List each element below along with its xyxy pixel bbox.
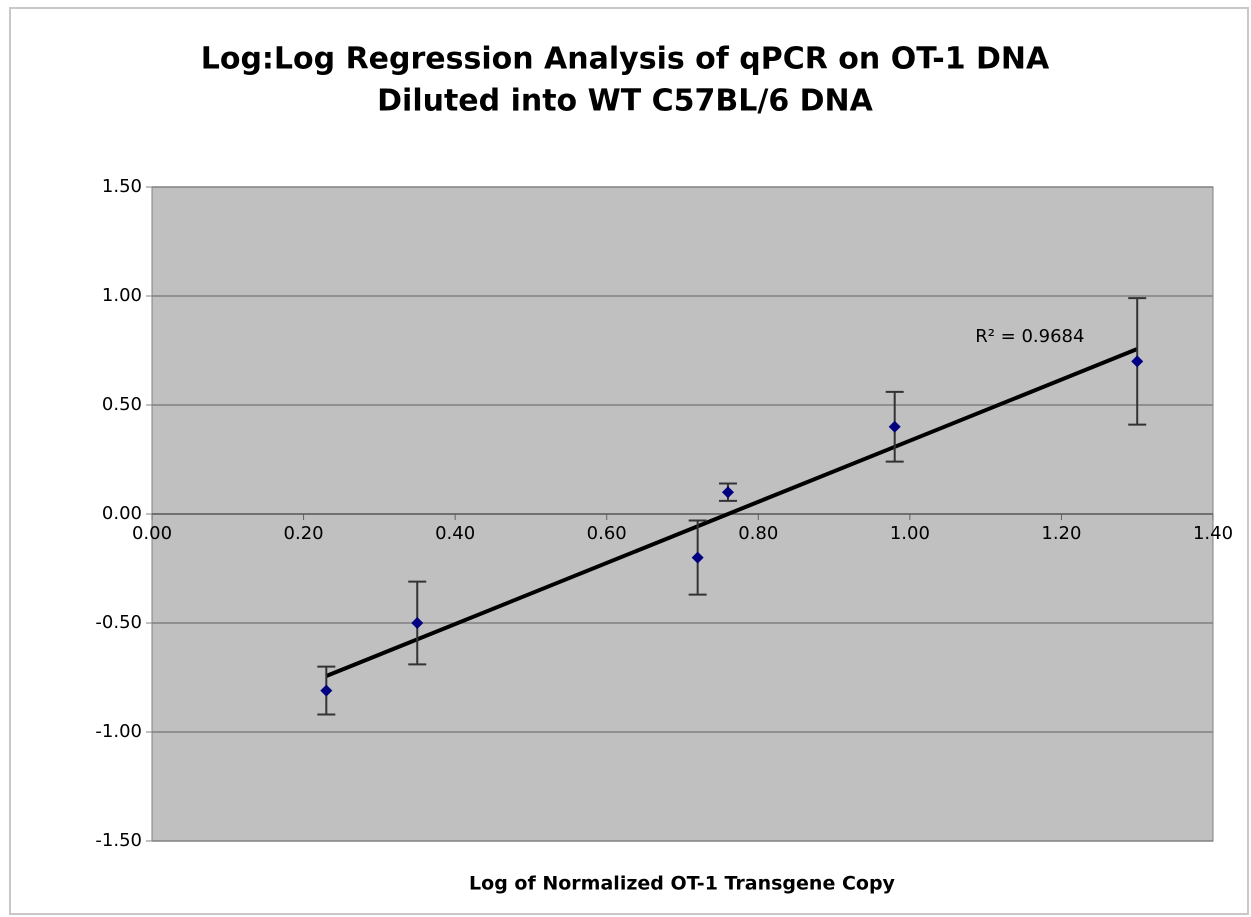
x-tick-label: 1.40 [1193,523,1233,544]
y-tick-label: 0.50 [102,394,142,415]
x-tick-label: 0.60 [587,523,627,544]
y-tick-label: -1.50 [95,830,142,851]
y-tick-label: 1.50 [102,176,142,197]
x-tick-label: 0.00 [132,523,172,544]
data-point [1131,355,1144,368]
x-tick-label: 1.20 [1041,523,1081,544]
x-tick-label: 0.20 [284,523,324,544]
y-tick-label: 1.00 [102,285,142,306]
trend-line [325,347,1138,678]
x-tick-label: 0.80 [738,523,778,544]
annotation: R² = 0.9684 [975,326,1084,347]
data-point [691,551,704,564]
x-tick-label: 0.40 [435,523,475,544]
y-tick-label: -0.50 [95,612,142,633]
x-axis-label: Log of Normalized OT-1 Transgene Copy [469,873,895,895]
y-tick-label: 0.00 [102,503,142,524]
y-tick-label: -1.00 [95,721,142,742]
x-tick-label: 1.00 [890,523,930,544]
data-point [888,420,901,433]
data-point [411,617,424,629]
data-point [320,684,333,697]
chart-title: Log:Log Regression Analysis of qPCR on O… [201,42,1050,77]
data-point [721,486,734,499]
chart-title: Diluted into WT C57BL/6 DNA [377,84,874,119]
